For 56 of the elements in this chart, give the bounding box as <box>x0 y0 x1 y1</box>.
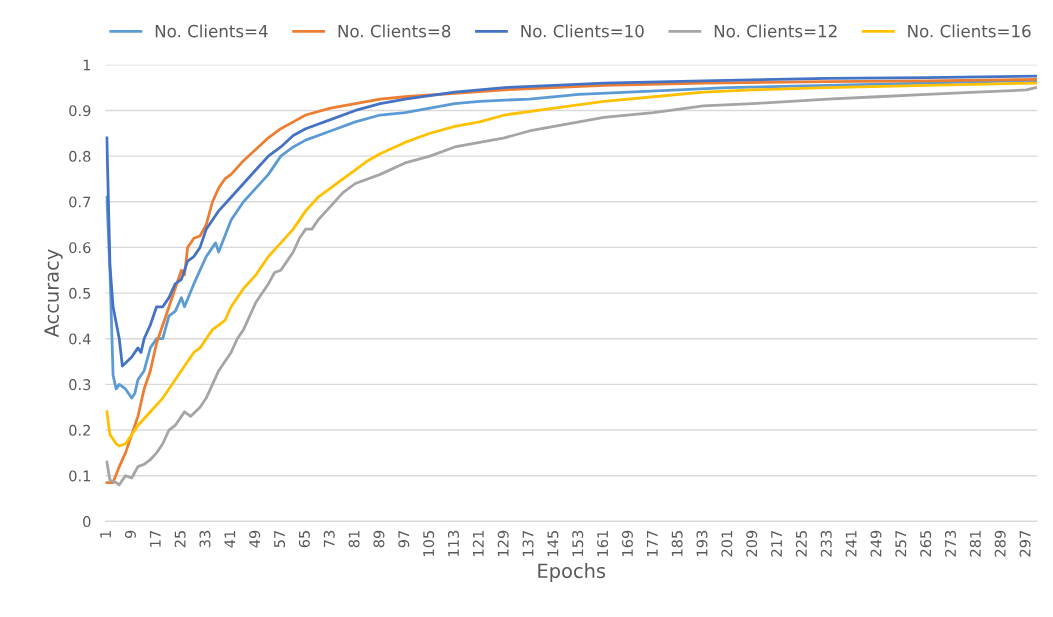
x-axis-title: Epochs <box>538 563 606 582</box>
x-tick-label: 209 <box>746 530 758 557</box>
y-tick-label: 0.9 <box>69 105 91 117</box>
x-tick-label: 1 <box>100 531 111 538</box>
x-tick-label: 281 <box>969 531 981 557</box>
y-tick-label: 0.8 <box>69 150 91 162</box>
x-tick-label: 201 <box>721 531 733 557</box>
x-tick-label: 73 <box>323 530 335 548</box>
y-tick-label: 0.3 <box>69 379 91 391</box>
x-tick-label: 241 <box>845 531 857 557</box>
y-tick-label: 0 <box>83 516 91 528</box>
x-tick-label: 89 <box>373 530 385 548</box>
x-tick-label: 297 <box>1019 530 1031 557</box>
x-tick-label: 137 <box>522 530 534 556</box>
legend-label: No. Clients=8 <box>338 24 451 38</box>
x-tick-label: 225 <box>795 530 807 557</box>
x-tick-label: 113 <box>447 530 459 556</box>
x-tick-label: 121 <box>472 531 484 556</box>
x-tick-label: 153 <box>572 530 584 556</box>
y-tick-label: 0.2 <box>69 424 90 436</box>
x-tick-label: 105 <box>423 530 435 556</box>
x-tick-label: 17 <box>149 530 161 547</box>
y-tick-label: 0.6 <box>69 242 91 254</box>
x-tick-label: 81 <box>348 531 360 548</box>
y-axis-title: Accuracy <box>44 249 63 338</box>
legend-label: No. Clients=16 <box>908 24 1031 38</box>
x-tick-label: 177 <box>646 530 658 556</box>
x-tick-label: 33 <box>199 530 211 548</box>
x-tick-label: 25 <box>174 530 186 548</box>
x-tick-label: 129 <box>497 530 509 556</box>
legend-label: No. Clients=4 <box>155 24 268 38</box>
x-tick-label: 9 <box>124 530 136 539</box>
x-tick-label: 233 <box>820 530 832 557</box>
legend-label: No. Clients=12 <box>714 24 837 38</box>
x-tick-label: 217 <box>771 530 782 557</box>
y-tick-label: 0.5 <box>69 287 91 299</box>
x-tick-label: 265 <box>920 530 932 557</box>
x-tick-label: 249 <box>870 530 882 557</box>
x-tick-label: 145 <box>547 530 559 556</box>
x-tick-label: 57 <box>274 530 286 548</box>
x-tick-label: 289 <box>994 530 1006 557</box>
y-tick-label: 0.7 <box>69 196 91 208</box>
x-tick-label: 273 <box>944 530 957 557</box>
x-tick-label: 65 <box>298 530 310 548</box>
x-tick-label: 161 <box>597 531 609 556</box>
x-tick-label: 41 <box>224 531 236 548</box>
y-tick-label: 0.1 <box>69 470 91 482</box>
x-tick-label: 193 <box>696 530 708 556</box>
legend-label: No. Clients=10 <box>521 24 644 38</box>
x-tick-label: 97 <box>398 530 410 548</box>
y-tick-label: 1 <box>83 59 91 71</box>
y-tick-label: 0.4 <box>69 333 91 345</box>
x-tick-label: 257 <box>895 530 907 557</box>
x-tick-label: 185 <box>671 530 683 556</box>
x-tick-label: 49 <box>249 530 261 548</box>
x-tick-label: 169 <box>621 530 633 556</box>
